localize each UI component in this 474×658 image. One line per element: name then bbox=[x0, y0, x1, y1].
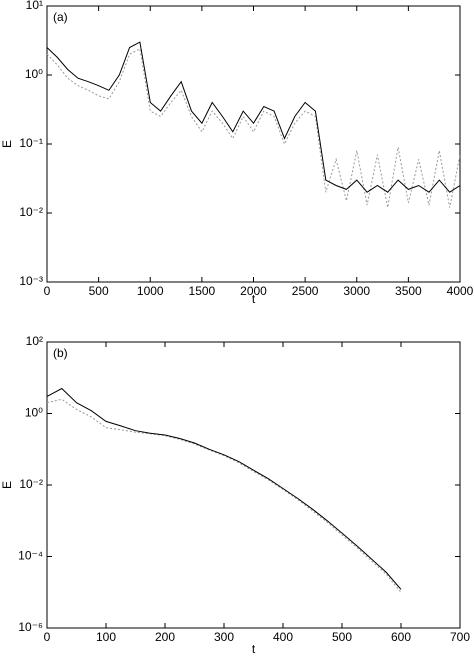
x-axis-label: t bbox=[252, 642, 256, 656]
y-axis-label: E bbox=[0, 140, 14, 148]
y-tick-label: 10⁻³ bbox=[19, 274, 43, 288]
y-tick-label: 10⁻² bbox=[19, 205, 43, 219]
data-line bbox=[46, 48, 461, 208]
x-tick-label: 500 bbox=[89, 284, 109, 298]
y-tick-label: 10⁻² bbox=[19, 477, 43, 491]
y-tick-label: 10² bbox=[26, 334, 43, 348]
x-tick-label: 4000 bbox=[447, 284, 474, 298]
x-tick-label: 3500 bbox=[395, 284, 422, 298]
x-tick-label: 1000 bbox=[137, 284, 164, 298]
x-tick-label: 400 bbox=[273, 630, 293, 644]
y-tick-label: 10⁰ bbox=[25, 67, 43, 81]
panel-label: (a) bbox=[53, 10, 68, 24]
y-tick-label: 10⁻¹ bbox=[19, 136, 43, 150]
x-tick-label: 200 bbox=[155, 630, 175, 644]
plot-frame bbox=[46, 341, 461, 629]
data-line bbox=[46, 41, 461, 193]
x-tick-label: 2500 bbox=[292, 284, 319, 298]
y-tick-label: 10⁰ bbox=[25, 406, 43, 420]
x-tick-label: 3000 bbox=[343, 284, 370, 298]
x-tick-label: 2000 bbox=[240, 284, 267, 298]
x-tick-label: 0 bbox=[44, 284, 51, 298]
x-tick-label: 700 bbox=[450, 630, 470, 644]
x-tick-label: 0 bbox=[44, 630, 51, 644]
data-line bbox=[46, 398, 402, 593]
data-line bbox=[46, 387, 402, 590]
plot-frame bbox=[46, 5, 461, 283]
x-tick-label: 600 bbox=[391, 630, 411, 644]
y-tick-label: 10⁻⁴ bbox=[18, 549, 43, 563]
x-tick-label: 1500 bbox=[189, 284, 216, 298]
panel-label: (b) bbox=[53, 346, 68, 360]
x-axis-label: t bbox=[252, 292, 256, 306]
x-tick-label: 300 bbox=[214, 630, 234, 644]
x-tick-label: 500 bbox=[332, 630, 352, 644]
y-axis-label: E bbox=[0, 481, 14, 489]
y-tick-label: 10¹ bbox=[26, 0, 43, 12]
y-tick-label: 10⁻⁶ bbox=[18, 620, 43, 634]
x-tick-label: 100 bbox=[96, 630, 116, 644]
